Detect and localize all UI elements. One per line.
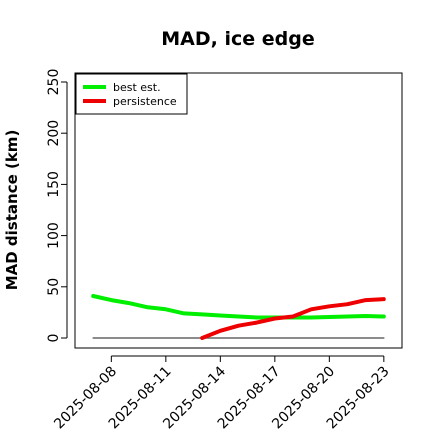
y-tick-label: 100 (46, 222, 62, 249)
plot-frame (74, 72, 403, 349)
legend-label: best est. (113, 81, 161, 94)
y-tick-label: 50 (46, 278, 62, 296)
legend: best est.persistence (75, 73, 188, 115)
x-axis: 2025-08-082025-08-112025-08-142025-08-17… (51, 355, 393, 432)
y-axis: 0 50 100 150 200 250 (46, 69, 68, 343)
series-layer (91, 294, 386, 340)
y-tick-label: 250 (46, 69, 62, 96)
y-tick-label: 150 (46, 171, 62, 198)
legend-box (75, 73, 188, 115)
legend-label: persistence (113, 95, 177, 108)
y-axis-label: MAD distance (km) (3, 130, 21, 291)
series-line-persistence (200, 297, 386, 340)
chart-title: MAD, ice edge (161, 28, 314, 50)
y-tick-label: 200 (46, 120, 62, 147)
y-tick-label: 0 (46, 334, 62, 343)
series-line-best-est (91, 294, 386, 320)
